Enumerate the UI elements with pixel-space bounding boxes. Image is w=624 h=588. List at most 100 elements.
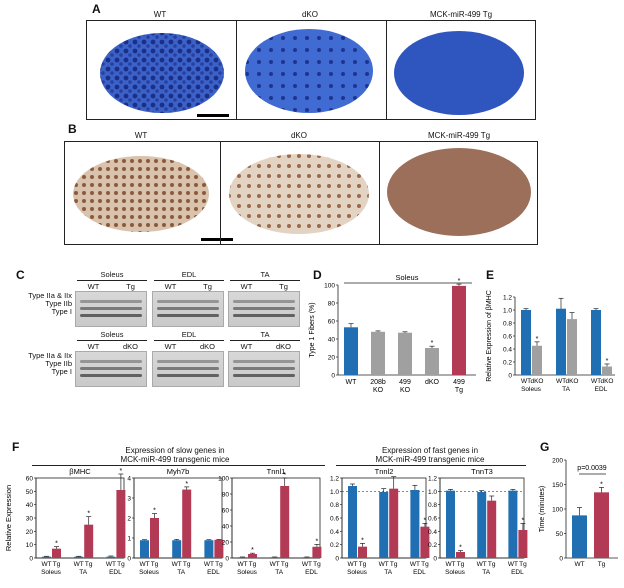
chart-e-ytick-label: 0.6 [503, 334, 512, 341]
chart-f1-group-label: TA [79, 569, 87, 576]
chart-d-ytick-label: 100 [324, 283, 335, 290]
chart-d-xlabel: Tg [455, 387, 463, 394]
chart-e-xlabel: WT [556, 378, 566, 385]
chart-f1-frame [35, 477, 125, 559]
blot-band [80, 300, 142, 303]
chart-f4-ytick-label: 0.6 [330, 516, 339, 523]
chart-f3-xlabel: WT [270, 561, 280, 568]
section-a-wt [100, 33, 224, 113]
chart-e-bar [521, 310, 531, 375]
chart-d-ytick-label: 80 [328, 301, 336, 308]
panel-b-image-frame [64, 141, 538, 245]
scale-bar-b [201, 238, 233, 241]
panel-a-title-dko: dKO [301, 10, 318, 19]
blot-top-rule-1 [154, 280, 224, 281]
band-label-bottom-2: Type I [51, 367, 72, 376]
blot-bottom-lane-2: WT [164, 342, 177, 351]
chart-f5-ytick-label: 1.2 [428, 476, 437, 483]
chart-e-ytick-label: 0.2 [503, 360, 512, 367]
chart-f4-xlabel: WT [410, 561, 420, 568]
chart-f3-xlabel: WT [237, 561, 247, 568]
blot-band [233, 314, 295, 317]
chart-d-ytick-label: 40 [328, 337, 336, 344]
chart-f2-bar [182, 489, 192, 558]
chart-f5-star: * [459, 545, 462, 552]
chart-f4-star: * [424, 517, 427, 524]
chart-f1-xlabel: WT [106, 561, 116, 568]
chart-d-bar [371, 331, 385, 375]
chart-f4-bar [420, 526, 430, 558]
chart-f5-title: TnnT3 [471, 467, 493, 476]
chart-f4-bar [348, 486, 357, 558]
blot-bottom-lane-0: WT [87, 342, 100, 351]
chart-d-xlabel: WT [346, 379, 358, 386]
panel-b-title-dko: dKO [290, 131, 307, 140]
panel-g-label: G [540, 440, 550, 454]
chart-f2-group-label: TA [177, 569, 185, 576]
chart-e-group-label: EDL [595, 386, 608, 393]
chart-f4-title: Tnnl2 [375, 467, 394, 476]
chart-f5-bar [446, 490, 455, 558]
chart-f5-group-label: EDL [511, 569, 524, 576]
chart-e-bar [591, 310, 601, 375]
chart-g-ytick-label: 0 [559, 556, 563, 563]
panel-a-title-wt: WT [153, 10, 167, 19]
blot-top-image-0 [75, 291, 147, 327]
chart-e-ytick-label: 1.2 [503, 295, 512, 302]
chart-f1-star: * [87, 511, 90, 518]
chart-g-xlabel: Tg [598, 561, 606, 568]
chart-g-pvalue: p=0.0039 [577, 465, 606, 472]
blot-band [157, 307, 219, 310]
blot-band [233, 374, 295, 377]
chart-f3-ytick-label: 0 [225, 556, 229, 563]
chart-e-xlabel: dKO [565, 378, 578, 385]
blot-top-image-1 [152, 291, 224, 327]
chart-f1-xlabel: WT [74, 561, 84, 568]
chart-f2-xlabel: Tg [215, 561, 223, 568]
panel-a-sections [100, 29, 524, 117]
blot-bottom-image-1 [152, 351, 224, 387]
chart-f3-xlabel: Tg [313, 561, 321, 568]
chart-f2-star: * [185, 481, 188, 488]
chart-f1-ytick-label: 30 [26, 516, 34, 523]
chart-f4-bar [410, 490, 420, 558]
chart-f4-xlabel: Tg [359, 561, 367, 568]
chart-f5-ytick-label: 1.0 [428, 489, 437, 496]
chart-e-ylabel: Relative Expression of βMHC [486, 290, 493, 382]
chart-f5-ytick-label: 0.4 [428, 529, 437, 536]
chart-d-xlabel: dKO [425, 379, 440, 386]
band-label-top-2: Type I [51, 307, 72, 316]
fast-genes-title: Expression of fast genes in MCK-miR-499 t… [375, 446, 485, 464]
blot-band [80, 314, 142, 317]
chart-e-group-label: Soleus [521, 386, 542, 393]
chart-f3-xlabel: Tg [281, 561, 289, 568]
chart-f4-xlabel: Tg [421, 561, 429, 568]
chart-f1-xlabel: Tg [53, 561, 61, 568]
chart-e-ytick-label: 0 [508, 373, 512, 380]
svg-text:Relative Expression: Relative Expression [4, 485, 13, 551]
chart-f2-ytick-label: 2 [127, 516, 131, 523]
chart-e-xlabel: dKO [530, 378, 543, 385]
chart-f5-ytick-label: 0.6 [428, 516, 437, 523]
chart-e-bar [556, 308, 566, 375]
blot-band [157, 360, 219, 363]
chart-e-xlabel: WT [591, 378, 601, 385]
blot-band [157, 314, 219, 317]
chart-f4-ytick-label: 0.2 [330, 542, 339, 549]
chart-g-ytick-label: 150 [552, 482, 563, 489]
chart-d-star: * [458, 278, 461, 285]
chart-g-xlabel: WT [574, 561, 584, 568]
chart-f5-xlabel: WT [477, 561, 487, 568]
chart-f2-star: * [153, 508, 156, 515]
fast-divider [336, 465, 526, 466]
blot-band [233, 307, 295, 310]
blot-bottom-image-0 [75, 351, 147, 387]
chart-f3-group-label: EDL [305, 569, 318, 576]
chart-f1-ytick-label: 20 [26, 529, 34, 536]
blot-band [157, 367, 219, 370]
chart-g-star: * [600, 481, 603, 488]
chart-g-ylabel: Time (minutes) [539, 486, 546, 532]
blot-bottom-group-1: EDL [181, 330, 197, 339]
chart-e-bar [602, 366, 612, 375]
blot-bottom-group-2: TA [260, 330, 270, 339]
